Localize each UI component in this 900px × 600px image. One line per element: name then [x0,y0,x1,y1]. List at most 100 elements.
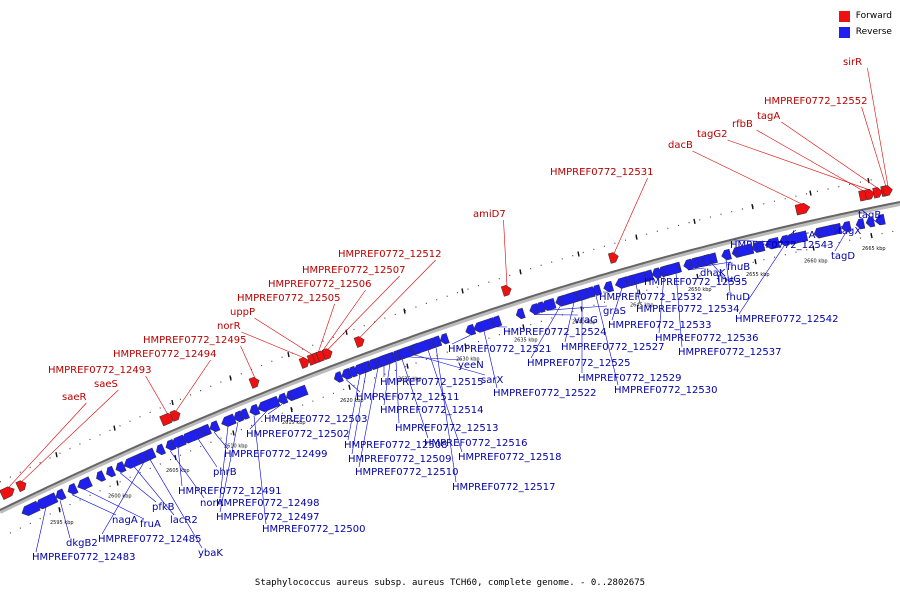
reverse-gene-label: HMPREF0772_12508 [344,440,447,451]
reverse-gene-label: fhuB [727,262,750,273]
legend-forward-swatch [838,10,850,22]
forward-gene-label: HMPREF0772_12493 [48,365,151,376]
reverse-gene [367,358,378,371]
forward-gene-leader [321,289,366,352]
legend: Forward Reverse [838,8,892,40]
tick-mark-upper [55,452,58,458]
scale-tick-label: 2595 kbp [50,520,74,526]
reverse-gene-label: HMPREF0772_12515 [380,377,483,388]
forward-gene [248,377,260,389]
forward-gene-label: tagG2 [697,129,728,140]
reverse-gene-leader [347,374,361,441]
tick-mark-upper [577,251,580,257]
scale-tick-label: 2655 kbp [746,272,770,278]
forward-gene-label: dacB [668,140,693,151]
forward-gene-leader [240,345,256,379]
scale-tick-label: 2665 kbp [862,246,886,252]
reverse-gene-label: HMPREF0772_12499 [224,449,327,460]
reverse-gene [515,307,526,320]
reverse-gene-label: HMPREF0772_12503 [264,414,367,425]
reverse-gene-label: dkgB2 [66,538,98,549]
reverse-gene-leader [711,263,722,275]
reverse-gene [209,420,221,433]
reverse-gene-label: HMPREF0772_12510 [355,467,458,478]
reverse-gene-leader [738,245,785,315]
reverse-gene [491,315,503,327]
reverse-gene [277,392,289,405]
scale-tick-label: 2610 kbp [224,444,248,450]
tick-mark-lower [812,245,815,251]
reverse-gene [55,488,67,501]
reverse-gene [257,395,281,413]
tick-mark-lower [522,324,525,330]
reverse-gene [764,237,781,250]
scale-tick-label: 2630 kbp [456,356,480,362]
reverse-gene-leader [395,361,400,424]
genome-caption: Staphylococcus aureus subsp. aureus TCH6… [254,578,646,588]
reverse-gene [614,276,631,289]
forward-gene-label: tagA [757,111,780,122]
reverse-gene-label: HMPREF0772_12525 [527,358,630,369]
reverse-gene-label: lacR2 [170,515,198,526]
reverse-gene [651,267,662,279]
reverse-gene-leader [658,276,665,334]
forward-gene-label: rfbB [732,119,753,130]
reverse-gene-label: HMPREF0772_12536 [655,333,758,344]
reverse-gene-leader [35,506,47,553]
reverse-gene-label: phrB [213,467,237,478]
reverse-gene-leader [249,409,269,430]
reverse-gene-leader [267,404,283,415]
forward-gene-label: uppP [230,307,255,318]
tick-mark-upper [461,288,464,294]
forward-gene [500,285,512,297]
tick-mark-lower [58,507,61,513]
tick-mark-lower [406,363,409,369]
reverse-gene [465,323,477,336]
reverse-gene [841,220,852,233]
reverse-gene-leader [133,466,175,516]
forward-gene-leader [327,275,400,350]
tick-mark-upper [693,218,696,224]
reverse-gene-label: yeeN [458,360,484,371]
tick-mark-upper [229,375,232,381]
reverse-gene-leader [530,306,561,359]
reverse-gene-leader [611,288,623,321]
reverse-gene-label: HMPREF0772_12513 [395,423,498,434]
forward-gene-label: HMPREF0772_12507 [302,265,405,276]
reverse-gene-label: HMPREF0772_12498 [216,498,319,509]
reverse-gene-leader [435,346,457,483]
forward-gene [169,410,181,422]
tick-mark-lower [290,406,293,413]
reverse-gene-leader [197,438,218,468]
reverse-gene-label: HMPREF0772_12532 [599,292,702,303]
forward-gene-label: HMPREF0772_12495 [143,335,246,346]
forward-gene-leader [692,150,804,205]
forward-gene-leader [21,389,119,482]
reverse-gene-leader [358,367,379,468]
tick-mark-lower [464,343,467,349]
reverse-gene-label: sarX [481,375,503,386]
reverse-gene-leader [451,335,471,345]
reverse-gene-label: HMPREF0772_12527 [561,342,664,353]
forward-gene-leader [145,375,169,415]
forward-gene-label: saeS [94,379,118,390]
reverse-gene-leader [401,358,429,439]
forward-genes: saeR saeS HMPREF0772_12493 HMPREF0772_12494… [0,57,893,500]
reverse-gene [734,243,755,257]
reverse-gene [875,213,886,226]
scale-tick-label: 2620 kbp [340,398,364,404]
forward-gene [321,348,333,360]
forward-gene-leader [317,303,335,354]
forward-gene-leader [241,331,306,359]
reverse-gene [625,274,636,287]
reverse-gene [156,443,166,456]
reverse-gene-leader [101,461,145,535]
reverse-gene-label: fruA [140,519,161,530]
reverse-gene [643,269,654,282]
reverse-gene [240,408,250,420]
reverse-gene [67,482,79,495]
reverse-gene-label: HMPREF0772_12537 [678,347,781,358]
reverse-genes-unlabeled [21,216,876,517]
reverse-gene-leader [169,450,205,499]
reverse-gene [96,470,107,482]
